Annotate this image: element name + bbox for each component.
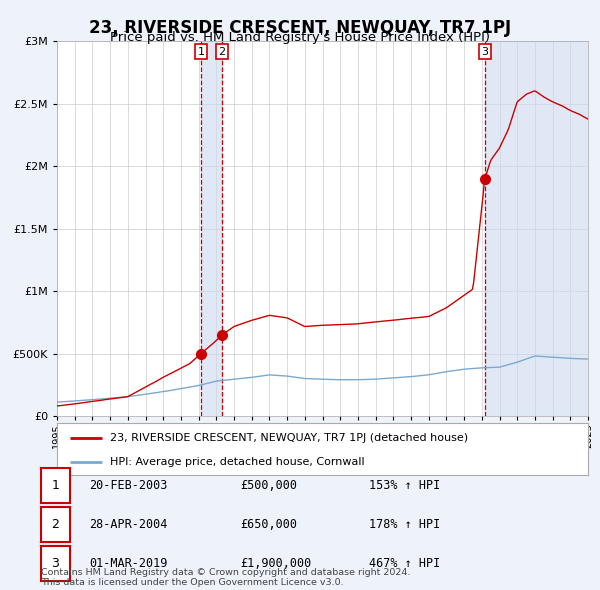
Text: 23, RIVERSIDE CRESCENT, NEWQUAY, TR7 1PJ: 23, RIVERSIDE CRESCENT, NEWQUAY, TR7 1PJ xyxy=(89,19,511,37)
Text: £1,900,000: £1,900,000 xyxy=(240,557,311,570)
Text: 3: 3 xyxy=(51,557,59,570)
Text: 467% ↑ HPI: 467% ↑ HPI xyxy=(369,557,440,570)
Text: 01-MAR-2019: 01-MAR-2019 xyxy=(89,557,167,570)
Bar xyxy=(201,41,222,416)
Text: HPI: Average price, detached house, Cornwall: HPI: Average price, detached house, Corn… xyxy=(110,457,365,467)
Text: 20-FEB-2003: 20-FEB-2003 xyxy=(89,479,167,492)
Text: 1: 1 xyxy=(51,479,59,492)
Text: £500,000: £500,000 xyxy=(240,479,297,492)
Text: £650,000: £650,000 xyxy=(240,518,297,531)
Text: Price paid vs. HM Land Registry's House Price Index (HPI): Price paid vs. HM Land Registry's House … xyxy=(110,31,490,44)
Text: 178% ↑ HPI: 178% ↑ HPI xyxy=(369,518,440,531)
Text: 23, RIVERSIDE CRESCENT, NEWQUAY, TR7 1PJ (detached house): 23, RIVERSIDE CRESCENT, NEWQUAY, TR7 1PJ… xyxy=(110,432,468,442)
Text: 2: 2 xyxy=(218,47,226,57)
Text: 2: 2 xyxy=(51,518,59,531)
Text: 153% ↑ HPI: 153% ↑ HPI xyxy=(369,479,440,492)
Text: 1: 1 xyxy=(197,47,205,57)
Bar xyxy=(485,41,597,416)
Text: 3: 3 xyxy=(481,47,488,57)
Text: 28-APR-2004: 28-APR-2004 xyxy=(89,518,167,531)
Text: Contains HM Land Registry data © Crown copyright and database right 2024.
This d: Contains HM Land Registry data © Crown c… xyxy=(41,568,410,587)
